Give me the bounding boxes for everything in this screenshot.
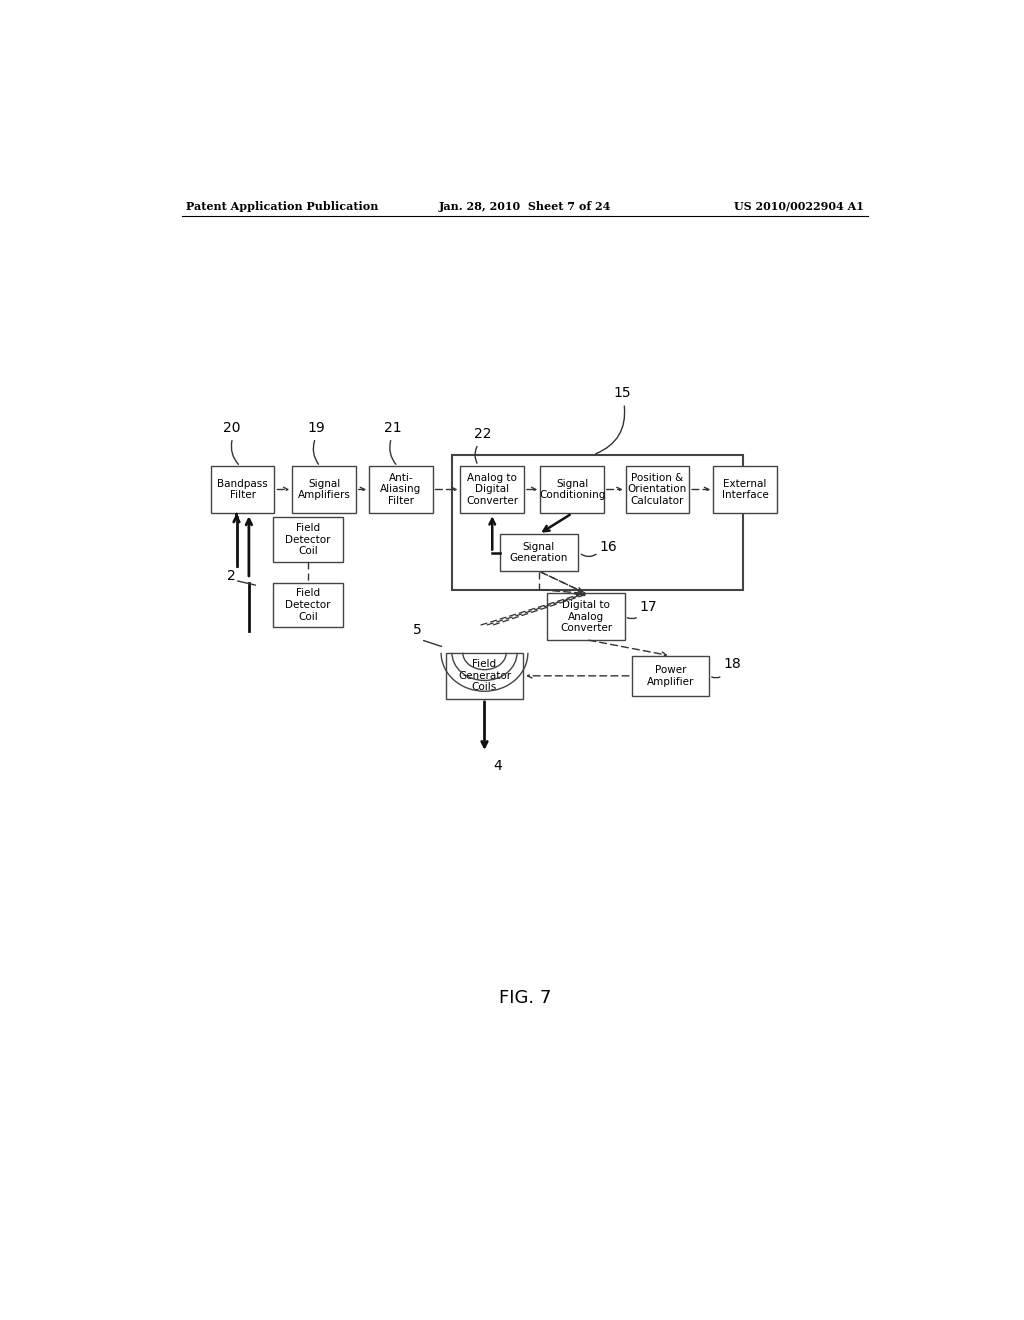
Text: Position &
Orientation
Calculator: Position & Orientation Calculator <box>628 473 687 506</box>
Text: 4: 4 <box>494 759 503 774</box>
Text: Field
Detector
Coil: Field Detector Coil <box>285 589 331 622</box>
Bar <box>292 466 356 513</box>
Text: FIG. 7: FIG. 7 <box>499 989 551 1007</box>
Text: Signal
Generation: Signal Generation <box>510 541 568 564</box>
Text: Field
Detector
Coil: Field Detector Coil <box>285 523 331 556</box>
Bar <box>713 466 776 513</box>
Bar <box>541 466 604 513</box>
Bar <box>632 656 710 696</box>
Text: 19: 19 <box>308 421 326 434</box>
Text: 15: 15 <box>613 385 631 400</box>
Text: 5: 5 <box>414 623 422 638</box>
Text: Signal
Conditioning: Signal Conditioning <box>539 479 605 500</box>
Text: 20: 20 <box>223 421 241 434</box>
Bar <box>273 582 343 627</box>
Text: Signal
Amplifiers: Signal Amplifiers <box>298 479 350 500</box>
Text: US 2010/0022904 A1: US 2010/0022904 A1 <box>734 201 864 211</box>
Text: 2: 2 <box>227 569 236 583</box>
Text: 18: 18 <box>723 657 741 671</box>
Text: 22: 22 <box>474 426 492 441</box>
Bar <box>445 653 523 700</box>
Text: 21: 21 <box>384 421 401 434</box>
Bar <box>500 535 578 572</box>
Bar <box>626 466 689 513</box>
Text: Patent Application Publication: Patent Application Publication <box>186 201 379 211</box>
Bar <box>369 466 432 513</box>
Text: Jan. 28, 2010  Sheet 7 of 24: Jan. 28, 2010 Sheet 7 of 24 <box>438 201 611 211</box>
Text: Anti-
Aliasing
Filter: Anti- Aliasing Filter <box>380 473 422 506</box>
Text: 17: 17 <box>640 601 657 614</box>
Bar <box>452 455 742 590</box>
Bar <box>211 466 274 513</box>
Text: Digital to
Analog
Converter: Digital to Analog Converter <box>560 601 612 634</box>
Text: Analog to
Digital
Converter: Analog to Digital Converter <box>466 473 518 506</box>
Text: Field
Generator
Coils: Field Generator Coils <box>458 659 511 693</box>
Text: 16: 16 <box>599 540 616 554</box>
Bar <box>273 517 343 562</box>
Text: External
Interface: External Interface <box>722 479 768 500</box>
Bar <box>461 466 524 513</box>
Text: Power
Amplifier: Power Amplifier <box>647 665 694 686</box>
Text: Bandpass
Filter: Bandpass Filter <box>217 479 268 500</box>
Bar <box>547 594 625 640</box>
